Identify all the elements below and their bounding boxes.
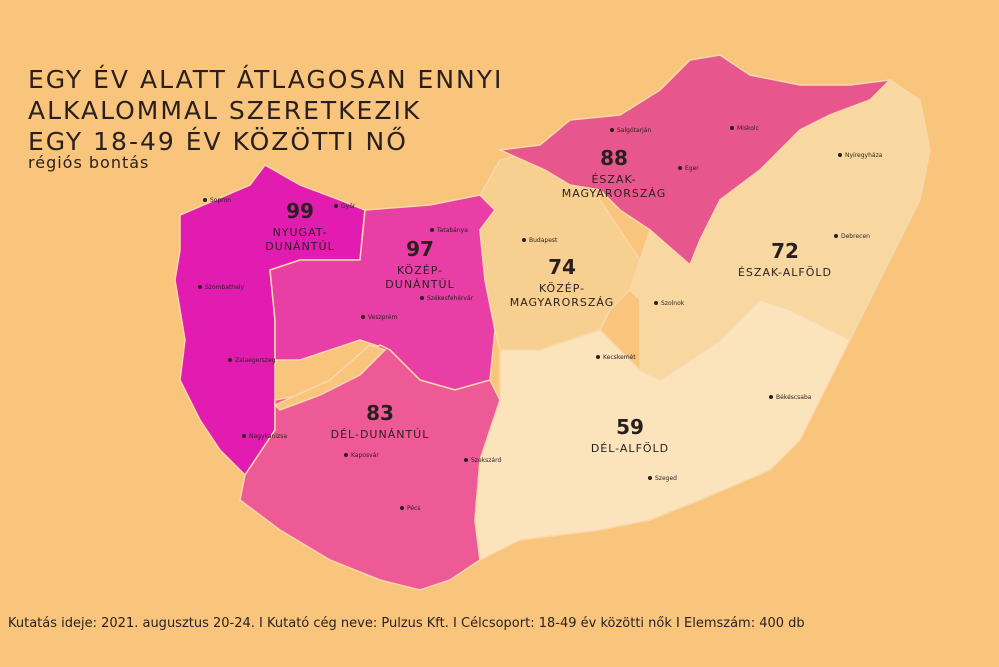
- region-name: DÉL-ALFÖLD: [591, 442, 669, 455]
- city-dot: [400, 506, 404, 510]
- title-line: EGY ÉV ALATT ÁTLAGOSAN ENNYI: [28, 65, 503, 94]
- city-name: Sopron: [210, 197, 231, 204]
- city-name: Szolnok: [661, 300, 685, 307]
- region-name: DUNÁNTÚL: [265, 240, 334, 253]
- region-name: DÉL-DUNÁNTÚL: [331, 428, 430, 441]
- footer: Kutatás ideje: 2021. augusztus 20-24. I …: [8, 616, 805, 631]
- region-shape: [629, 79, 931, 381]
- city-dot: [769, 395, 773, 399]
- city-name: Szombathely: [205, 284, 244, 291]
- city-dot: [838, 153, 842, 157]
- city-dot: [610, 128, 614, 132]
- region-name: MAGYARORSZÁG: [562, 187, 667, 200]
- city-name: Szekszárd: [471, 457, 501, 464]
- city-name: Nagykanizsa: [249, 433, 287, 440]
- city-name: Pécs: [407, 505, 421, 512]
- subtitle: régiós bontás: [28, 153, 149, 172]
- city-dot: [334, 204, 338, 208]
- title-line: ALKALOMMAL SZERETKEZIK: [28, 96, 421, 125]
- city-name: Miskolc: [737, 125, 759, 132]
- region-shape: [474, 299, 852, 562]
- city-name: Salgótarján: [617, 127, 651, 134]
- city-name: Kaposvár: [351, 452, 379, 459]
- city-dot: [834, 234, 838, 238]
- region-value: 59: [616, 415, 644, 439]
- city-name: Debrecen: [841, 233, 870, 240]
- city-name: Veszprém: [368, 314, 397, 321]
- city-name: Békéscsaba: [776, 394, 812, 401]
- city-name: Budapest: [529, 237, 558, 244]
- city-dot: [203, 198, 207, 202]
- cities: Sopron Győr Tatabánya Szombathely Veszprém Sz…: [198, 125, 883, 512]
- city-name: Zalaegerszeg: [235, 357, 276, 364]
- city-name: Székesfehérvár: [427, 295, 474, 302]
- region-name: DUNÁNTÚL: [385, 278, 454, 291]
- city-dot: [242, 434, 246, 438]
- city-name: Nyíregyháza: [845, 152, 883, 159]
- region-value: 97: [406, 237, 434, 261]
- city-dot: [464, 458, 468, 462]
- region-value: 74: [548, 255, 576, 279]
- lake: [273, 344, 387, 411]
- city-name: Tatabánya: [436, 227, 468, 234]
- city-name: Kecskemét: [603, 354, 636, 361]
- city-dot: [648, 476, 652, 480]
- region-name: NYUGAT-: [273, 226, 328, 239]
- region-value: 88: [600, 146, 628, 170]
- city-dot: [420, 296, 424, 300]
- city-dot: [730, 126, 734, 130]
- region-value: 99: [286, 199, 314, 223]
- city-dot: [678, 166, 682, 170]
- region-value: 83: [366, 401, 394, 425]
- city-dot: [344, 453, 348, 457]
- city-dot: [361, 315, 365, 319]
- city-name: Eger: [685, 165, 699, 172]
- region-name: ÉSZAK-: [591, 173, 636, 186]
- city-dot: [198, 285, 202, 289]
- region-name: KÖZÉP-: [539, 282, 585, 295]
- city-dot: [522, 238, 526, 242]
- region-value: 72: [771, 239, 799, 263]
- city-dot: [654, 301, 658, 305]
- city-dot: [430, 228, 434, 232]
- city-name: Szeged: [655, 475, 677, 482]
- city-dot: [228, 358, 232, 362]
- region-name: ÉSZAK-ALFÖLD: [738, 266, 832, 279]
- region-name: MAGYARORSZÁG: [510, 296, 615, 309]
- city-dot: [596, 355, 600, 359]
- city-name: Győr: [341, 203, 356, 210]
- title-line: EGY 18-49 ÉV KÖZÖTTI NŐ: [28, 126, 408, 156]
- region-name: KÖZÉP-: [397, 264, 443, 277]
